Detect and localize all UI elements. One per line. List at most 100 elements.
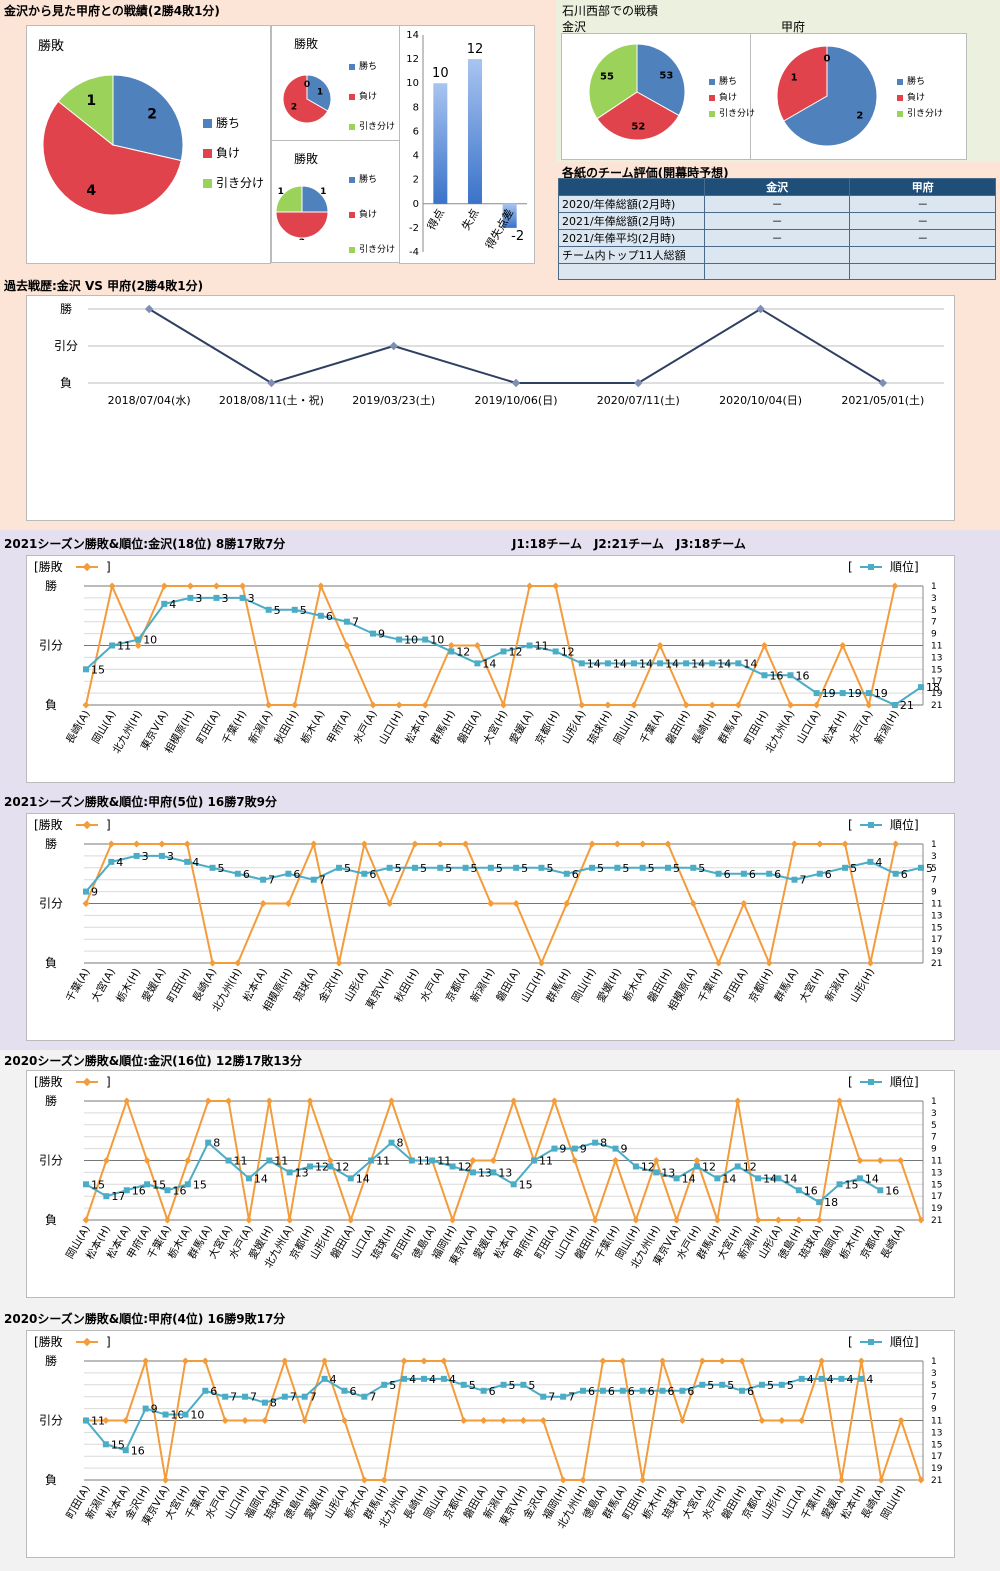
rank-point <box>719 1381 726 1388</box>
opponent-label: 京都(H) <box>746 966 776 1005</box>
goals-value-label: 12 <box>467 42 484 57</box>
rank-value-label: 9 <box>559 1143 566 1156</box>
rank-value-label: 13 <box>661 1166 675 1179</box>
rank-point <box>422 636 429 643</box>
rank-value-label: 8 <box>600 1137 607 1150</box>
away-label-loss: 2 <box>299 238 305 240</box>
rank-value-label: 9 <box>580 1143 587 1156</box>
rank-point <box>343 618 350 625</box>
goals-category-label: 得点 <box>425 207 447 233</box>
rank-point <box>469 1169 476 1176</box>
rank-value-label: 15 <box>152 1178 166 1191</box>
rank-point <box>135 636 142 643</box>
rank-point <box>614 864 621 871</box>
result-point <box>866 959 874 967</box>
rank-value-label: 4 <box>409 1373 416 1386</box>
legend-label-loss: 負け <box>359 210 378 220</box>
home-pie-title: 勝敗 <box>294 37 319 51</box>
rank-point <box>740 870 747 877</box>
result-point <box>447 641 455 650</box>
rank-point <box>301 1393 308 1400</box>
rank-line <box>85 1141 881 1204</box>
result-point <box>559 1476 567 1484</box>
rank-value-label: 6 <box>243 868 250 881</box>
main-pie-chart: 2 4 1 <box>42 74 184 216</box>
rank-value-label: 15 <box>111 1438 125 1451</box>
opponent-label: 岡山(A) <box>90 709 119 747</box>
rank-tick-label: 7 <box>931 876 937 886</box>
result-point <box>440 1357 448 1365</box>
rank-point <box>420 1375 427 1382</box>
goals-ytick: 12 <box>406 54 419 65</box>
rank-value-label: 21 <box>900 699 914 712</box>
result-point <box>550 1097 558 1105</box>
rank-tick-label: 15 <box>931 1440 942 1450</box>
result-point <box>632 1216 640 1224</box>
eval-cell <box>558 263 705 280</box>
opponent-label: 愛媛(H) <box>594 966 624 1005</box>
rank-value-label: 6 <box>608 1385 615 1398</box>
rank-point <box>761 672 768 679</box>
result-point <box>449 1216 457 1224</box>
rank-point <box>261 1399 268 1406</box>
rank-point <box>381 1381 388 1388</box>
legend-item-win: 勝ち <box>709 74 755 90</box>
rank-point <box>791 876 798 883</box>
rank-point <box>612 1145 619 1152</box>
rank-point <box>578 660 585 667</box>
result-point <box>347 1216 355 1224</box>
result-point <box>261 1416 269 1425</box>
rank-value-label: 5 <box>727 1379 734 1392</box>
rank-value-label: 3 <box>167 850 174 863</box>
rank-value-label: 7 <box>319 874 326 887</box>
rank-value-label: 7 <box>290 1391 297 1404</box>
rank-value-label: 9 <box>91 886 98 899</box>
rank-value-label: 5 <box>707 1379 714 1392</box>
rank-value-label: 5 <box>698 862 705 875</box>
legend-result-marker <box>82 820 92 830</box>
legend-swatch-draw <box>349 246 355 253</box>
main-pie-title: 勝敗 <box>38 39 65 54</box>
home-label-win: 1 <box>317 88 323 98</box>
rank-point <box>487 864 494 871</box>
rank-value-label: 4 <box>866 1373 873 1386</box>
rank-point <box>510 1181 517 1188</box>
rank-point <box>755 1175 762 1182</box>
rank-point <box>709 660 716 667</box>
rank-tick-label: 17 <box>931 677 942 687</box>
history-date-label: 2018/08/11(土・祝) <box>219 393 324 407</box>
result-ylabel-win: 勝 <box>45 836 57 851</box>
result-point <box>537 959 545 967</box>
rank-value-label: 7 <box>250 1391 257 1404</box>
rank-value-label: 3 <box>248 592 255 605</box>
main-slice-loss <box>42 100 182 216</box>
result-point <box>786 701 795 709</box>
result-point <box>613 840 621 848</box>
rank-point <box>856 1175 863 1182</box>
rank-point <box>184 1181 191 1188</box>
opponent-label: 町田(A) <box>194 709 223 747</box>
rank-point <box>552 648 559 655</box>
rank-point <box>448 648 455 655</box>
result-point <box>108 582 116 590</box>
rank-point <box>242 1393 249 1400</box>
rank-point <box>265 606 272 613</box>
result-point <box>301 1416 309 1425</box>
rank-point <box>867 858 874 865</box>
opponent-label: 山口(H) <box>377 709 406 747</box>
rank-point <box>813 690 820 697</box>
result-point <box>630 701 638 709</box>
rank-point <box>531 1157 538 1164</box>
result-point <box>591 1216 599 1224</box>
legend-swatch-loss <box>349 93 355 100</box>
result-point <box>897 1416 905 1425</box>
rank-value-label: 17 <box>111 1190 125 1203</box>
rank-value-label: 4 <box>330 1373 337 1386</box>
legend-label-draw: 引き分け <box>216 176 265 190</box>
legend-swatch-win <box>709 78 715 85</box>
rank-value-label: 4 <box>429 1373 436 1386</box>
result-point <box>369 701 377 709</box>
result-point <box>698 1357 706 1365</box>
rank-value-label: 14 <box>665 657 679 670</box>
result-point <box>876 1156 884 1165</box>
